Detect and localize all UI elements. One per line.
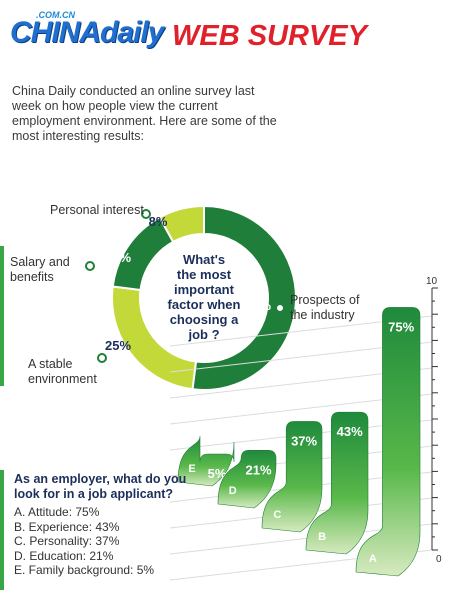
bars: 5% E 21% D 37% C 43% B 75% A [177, 307, 421, 577]
legend-box: As an employer, what do you look for in … [14, 472, 204, 578]
donut-center [140, 234, 268, 362]
china-daily-logo[interactable]: .COM.CN CHINAdaily [10, 10, 164, 62]
donut-title: What's the most important factor when choosi… [168, 252, 241, 342]
bar-category-label: E [188, 463, 195, 475]
bar-C [261, 421, 323, 533]
bar-A [355, 307, 421, 577]
y-tick-label: 0 [436, 554, 442, 565]
slice-category-label: Prospects of the industry [290, 293, 360, 322]
slice-marker-dot [141, 209, 151, 219]
slice-marker-dot [97, 353, 107, 363]
bar-chart-question: As an employer, what do you look for in … [14, 472, 187, 501]
answer-list-item: B. Experience: 43% [14, 519, 120, 534]
slice-category-label: A stable environment [28, 357, 97, 386]
slice-marker-dot [85, 261, 95, 271]
header: .COM.CN CHINAdaily WEB SURVEY [0, 0, 450, 74]
bar-value-label: 43% [337, 424, 363, 439]
answer-list: A. Attitude: 75% B. Experience: 43% C. Per… [14, 505, 204, 578]
slice-category-label: Personal interest [50, 203, 144, 217]
bar-B [305, 411, 369, 555]
page-title: WEB SURVEY [172, 20, 367, 52]
answer-list-item: D. Education: 21% [14, 548, 114, 563]
bar-value-label: 5% [208, 466, 227, 481]
section-accent-bar [0, 246, 4, 386]
slice-category-label: Salary and benefits [10, 255, 70, 284]
section-accent-bar [0, 470, 4, 590]
donut-slices [111, 204, 297, 391]
logo-domain: .COM.CN [36, 10, 75, 20]
bar-value-label: 21% [246, 462, 272, 477]
bar-category-label: C [273, 509, 281, 521]
y-tick-label: 10 [426, 276, 438, 287]
slice-marker-dot [275, 303, 285, 313]
answer-list-item: C. Personality: 37% [14, 534, 120, 548]
bar-category-label: D [229, 485, 237, 497]
slice-value-label: 25% [105, 338, 131, 353]
y-axis: 0 10 [426, 276, 442, 565]
intro-text: China Daily conducted an online survey l… [12, 84, 277, 143]
slice-value-label: 8% [149, 214, 168, 229]
answer-list-item: A. Attitude: 75% [14, 505, 100, 519]
donut-labels: 52% Prospects of the industry 25% A stable en… [10, 203, 360, 386]
logo-text: CHINAdaily [10, 16, 164, 49]
bar-E [177, 435, 235, 487]
bar-category-label: A [369, 553, 377, 565]
answer-list-item: E. Family background: 5% [14, 563, 155, 577]
bar-chart: 0 10 5% E 21% D 37% C 43% B 75% A [169, 276, 442, 581]
bar-D [217, 450, 277, 509]
donut-chart: What's the most important factor when choosi… [10, 203, 360, 391]
slice-value-label: 52% [245, 298, 271, 313]
bar-value-label: 75% [388, 319, 414, 334]
bar-category-label: B [318, 531, 326, 543]
slice-value-label: 15% [105, 250, 131, 265]
bar-value-label: 37% [291, 433, 317, 448]
